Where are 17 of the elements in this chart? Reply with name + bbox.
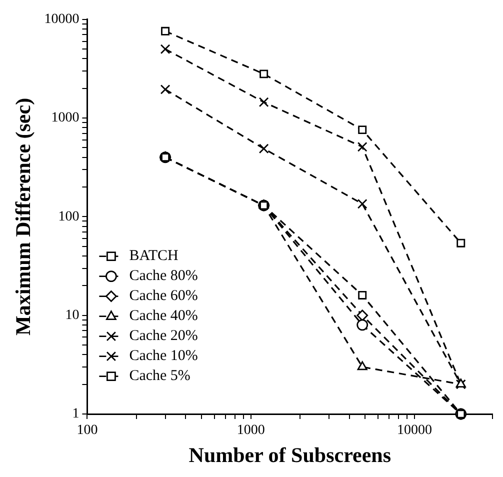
legend-label: Cache 60%	[129, 288, 198, 304]
y-tick-label: 1000	[51, 110, 80, 126]
legend-label: Cache 20%	[129, 328, 198, 344]
y-tick-label: 10000	[44, 12, 80, 28]
legend-label: BATCH	[129, 248, 179, 264]
x-axis-title: Number of Subscreens	[188, 442, 392, 467]
legend-label: Cache 40%	[129, 308, 198, 324]
y-tick-label: 100	[58, 209, 80, 224]
x-tick-label: 1000	[236, 423, 265, 438]
y-tick-label: 10	[65, 308, 80, 324]
x-tick-label: 10000	[397, 423, 432, 438]
y-tick-label: 1	[72, 406, 80, 422]
legend-label: Cache 5%	[129, 368, 190, 384]
y-axis-title: Maximum Difference (sec)	[11, 98, 36, 336]
legend-label: Cache 80%	[129, 268, 198, 284]
x-tick-label: 100	[76, 423, 98, 438]
legend-label: Cache 10%	[129, 348, 198, 364]
